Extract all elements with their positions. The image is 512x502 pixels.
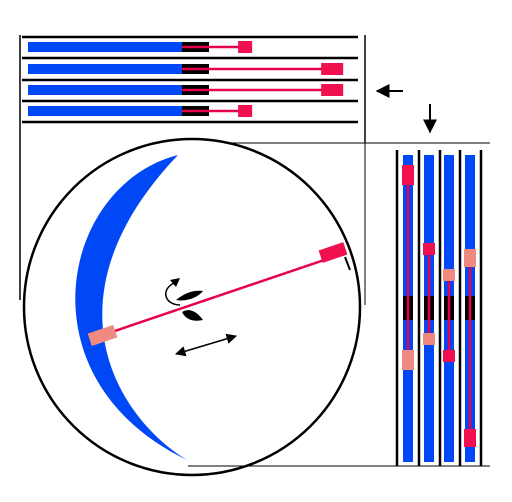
side-rod-1 (402, 155, 414, 462)
top-rod-3 (28, 84, 344, 96)
side-panel (188, 150, 490, 467)
rotate-arrow-icon (165, 278, 203, 321)
disc (22, 137, 362, 477)
top-rod-3-body (28, 85, 182, 95)
top-rod-4-cap (238, 105, 253, 117)
disc-rod-cap-start (87, 325, 118, 346)
side-rod-3-cap-bottom (443, 350, 455, 362)
side-rod-2-cap-bottom (423, 333, 435, 345)
crescent-shape (75, 155, 187, 460)
top-panel (19, 35, 490, 305)
top-rod-1-body (28, 42, 182, 52)
side-rod-4-cap-bottom (464, 429, 476, 447)
top-rod-4-body (28, 106, 182, 116)
side-rod-2-cap-top (423, 243, 435, 255)
top-rod-2 (28, 63, 344, 75)
top-rod-2-body (28, 64, 182, 74)
disc-rim-tick (344, 256, 351, 271)
side-rod-3 (443, 155, 455, 462)
side-rod-4 (464, 155, 476, 462)
top-rod-1-cap (238, 41, 253, 53)
side-rod-3-cap-top (443, 269, 455, 281)
top-rod-2-cap (321, 63, 344, 75)
top-rod-1 (28, 41, 253, 53)
disc-outline (22, 137, 362, 477)
side-rod-1-cap-top (402, 165, 414, 185)
side-rod-2 (423, 155, 435, 462)
double-arrow-icon (174, 333, 238, 357)
top-rod-4 (28, 105, 253, 117)
side-rod-4-cap-top (464, 249, 476, 267)
top-rod-3-cap (321, 84, 344, 96)
disc-rod (99, 252, 343, 338)
disc-rod-cap-end (318, 242, 348, 263)
side-rod-1-cap-bottom (402, 350, 414, 370)
